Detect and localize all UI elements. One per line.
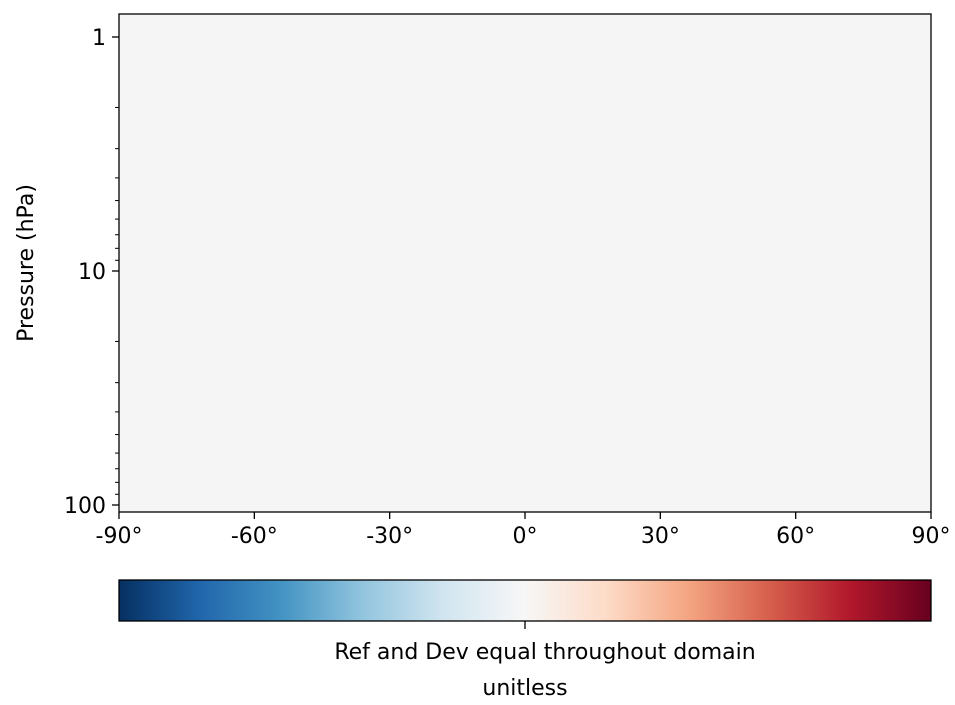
- y-axis: 1 10 100: [64, 26, 119, 519]
- x-tick-label: -30°: [366, 524, 413, 549]
- x-tick-label: 0°: [513, 524, 538, 549]
- x-tick-label: 60°: [776, 524, 815, 549]
- x-tick-label: 30°: [641, 524, 680, 549]
- data-field: [119, 14, 931, 512]
- x-tick-label: -60°: [231, 524, 278, 549]
- x-axis: -90° -60° -30° 0° 30° 60° 90°: [96, 512, 951, 549]
- colorbar-units: unitless: [482, 676, 567, 700]
- y-tick-label: 100: [64, 494, 106, 519]
- y-axis-label: Pressure (hPa): [14, 184, 39, 342]
- x-tick-label: -90°: [96, 524, 143, 549]
- y-tick-label: 10: [78, 260, 106, 285]
- colorbar: Ref and Dev equal throughout domain unit…: [118, 579, 932, 701]
- colorbar-gradient: [118, 579, 932, 622]
- y-tick-label: 1: [92, 26, 106, 51]
- x-tick-label: 90°: [912, 524, 951, 549]
- colorbar-label: Ref and Dev equal throughout domain: [334, 640, 755, 665]
- plot-area: [118, 13, 932, 513]
